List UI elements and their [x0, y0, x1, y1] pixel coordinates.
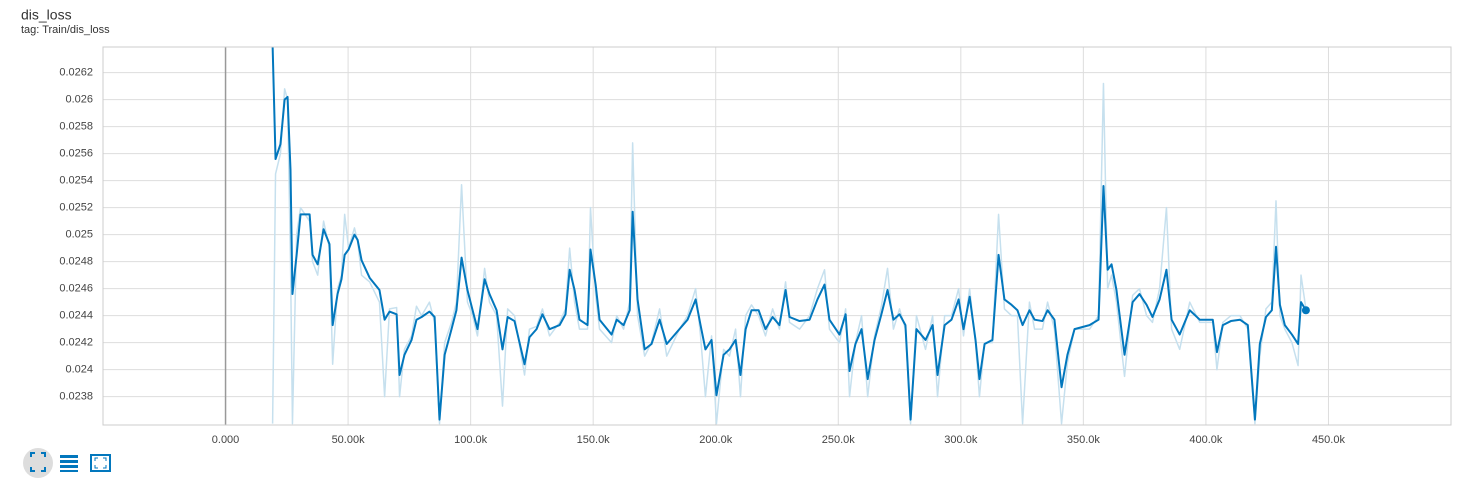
x-tick-label: 100.0k — [454, 434, 488, 446]
y-tick-label: 0.0252 — [59, 202, 93, 214]
fit-domain-button[interactable] — [23, 448, 53, 478]
y-tick-label: 0.0262 — [59, 67, 93, 79]
icon-bar — [60, 465, 78, 468]
y-tick-label: 0.0242 — [59, 337, 93, 349]
y-tick-label: 0.0258 — [59, 121, 93, 133]
plot-frame — [102, 46, 1452, 426]
y-tick-label: 0.0238 — [59, 391, 93, 403]
grid — [103, 47, 1451, 425]
zoom-button[interactable] — [90, 454, 111, 472]
x-tick-label: 350.0k — [1067, 434, 1101, 446]
zoom-frame — [90, 454, 111, 472]
y-tick-label: 0.0254 — [59, 175, 93, 187]
fit-icon — [30, 452, 46, 472]
y-tick-label: 0.024 — [65, 364, 93, 376]
zoom-corners — [94, 457, 107, 469]
x-tick-label: 200.0k — [699, 434, 733, 446]
series-line — [271, 47, 1307, 421]
log-scale-button[interactable] — [60, 455, 78, 472]
y-tick-label: 0.0244 — [59, 310, 93, 322]
icon-bar — [60, 455, 78, 458]
plot-area — [271, 47, 1310, 425]
x-tick-label: 400.0k — [1189, 434, 1223, 446]
toolbar — [23, 448, 111, 478]
icon-bar — [60, 460, 78, 463]
chart-title: dis_loss — [21, 7, 72, 23]
y-tick-label: 0.0256 — [59, 148, 93, 160]
x-tick-label: 150.0k — [577, 434, 611, 446]
y-tick-label: 0.0248 — [59, 256, 93, 268]
x-tick-label: 0.000 — [212, 434, 240, 446]
x-tick-label: 300.0k — [944, 434, 978, 446]
last-point — [1301, 306, 1310, 315]
x-tick-label: 50.00k — [332, 434, 366, 446]
icon-bar — [60, 470, 78, 472]
y-tick-label: 0.025 — [65, 229, 93, 241]
x-tick-label: 250.0k — [822, 434, 856, 446]
series-line — [271, 82, 1307, 425]
chart-subtitle: tag: Train/dis_loss — [21, 24, 110, 36]
y-tick-label: 0.0246 — [59, 283, 93, 295]
x-tick-label: 450.0k — [1312, 434, 1346, 446]
y-tick-label: 0.026 — [65, 94, 93, 106]
